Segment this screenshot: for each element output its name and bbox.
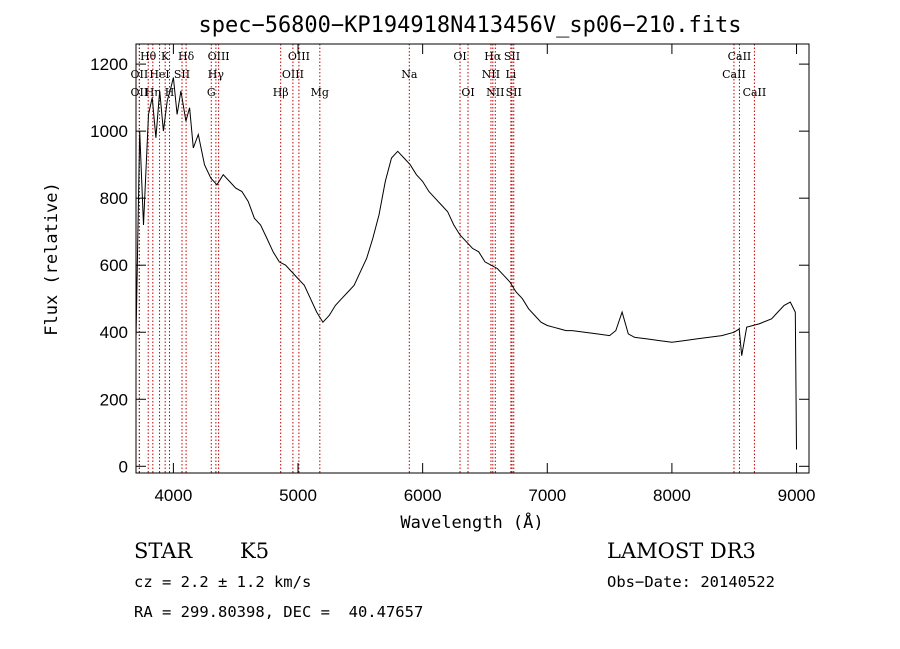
x-tick-label: 7000 (528, 486, 566, 505)
line-marker-label: Hδ (178, 50, 195, 63)
line-marker-label: OIII (282, 68, 304, 81)
line-marker-label: CaII (743, 86, 767, 99)
plot-frame (135, 43, 810, 474)
line-marker-label: Hθ (140, 50, 157, 63)
line-marker-label: HeI (149, 68, 169, 81)
line-marker-label: Hβ (273, 86, 289, 99)
redshift-velocity: cz = 2.2 ± 1.2 km/s (134, 573, 312, 591)
line-marker-label: OIII (208, 50, 230, 63)
line-marker-label: Hα (484, 50, 502, 63)
line-marker-label: OII (131, 68, 149, 81)
y-tick-label: 0 (119, 457, 128, 476)
line-marker-label: CaII (728, 50, 752, 63)
observation-date: Obs−Date: 20140522 (607, 573, 775, 591)
y-axis-label: Flux (relative) (42, 182, 62, 336)
x-axis-label: Wavelength (Å) (400, 511, 543, 533)
line-marker-label: OIII (288, 50, 310, 63)
line-marker-label: OI (461, 86, 474, 99)
x-tick-label: 8000 (653, 486, 691, 505)
chart-title: spec−56800−KP194918N413456V_sp06−210.fit… (198, 13, 741, 38)
line-marker-label: Hγ (208, 68, 225, 81)
line-marker-label: SII (174, 68, 190, 81)
x-axis-ticks: 4000 5000 6000 7000 8000 9000 (154, 44, 815, 505)
y-tick-label: 600 (100, 256, 128, 275)
y-tick-label: 400 (100, 323, 128, 342)
object-subclass: K5 (240, 539, 270, 563)
y-tick-label: 1200 (90, 55, 128, 74)
line-marker-label: SII (506, 86, 522, 99)
line-marker-label: K (161, 50, 170, 63)
line-marker-label: G (207, 86, 216, 99)
y-tick-label: 1000 (90, 122, 128, 141)
line-marker-label: OII (131, 86, 149, 99)
x-tick-label: 5000 (279, 486, 317, 505)
line-marker-label: SII (504, 50, 520, 63)
y-tick-label: 200 (100, 390, 128, 409)
line-marker-label: Hη (145, 86, 161, 99)
y-tick-label: 800 (100, 189, 128, 208)
object-class: STAR (134, 539, 193, 563)
line-marker-label: OI (453, 50, 466, 63)
sky-coordinates: RA = 299.80398, DEC = 40.47657 (134, 603, 424, 621)
x-tick-label: 6000 (404, 486, 442, 505)
spectrum-line (135, 77, 797, 450)
line-marker-label: Na (401, 68, 418, 81)
x-tick-label: 9000 (778, 486, 816, 505)
y-axis-ticks: 0 200 400 600 800 1000 1200 (90, 55, 809, 476)
line-marker-label: Li (505, 68, 516, 81)
x-tick-label: 4000 (154, 486, 192, 505)
line-marker-label: CaII (722, 68, 746, 81)
line-marker-label: Mg (311, 86, 329, 99)
line-marker-label: NII (482, 68, 500, 81)
survey-name: LAMOST DR3 (607, 539, 756, 563)
line-marker-label: NII (486, 86, 504, 99)
